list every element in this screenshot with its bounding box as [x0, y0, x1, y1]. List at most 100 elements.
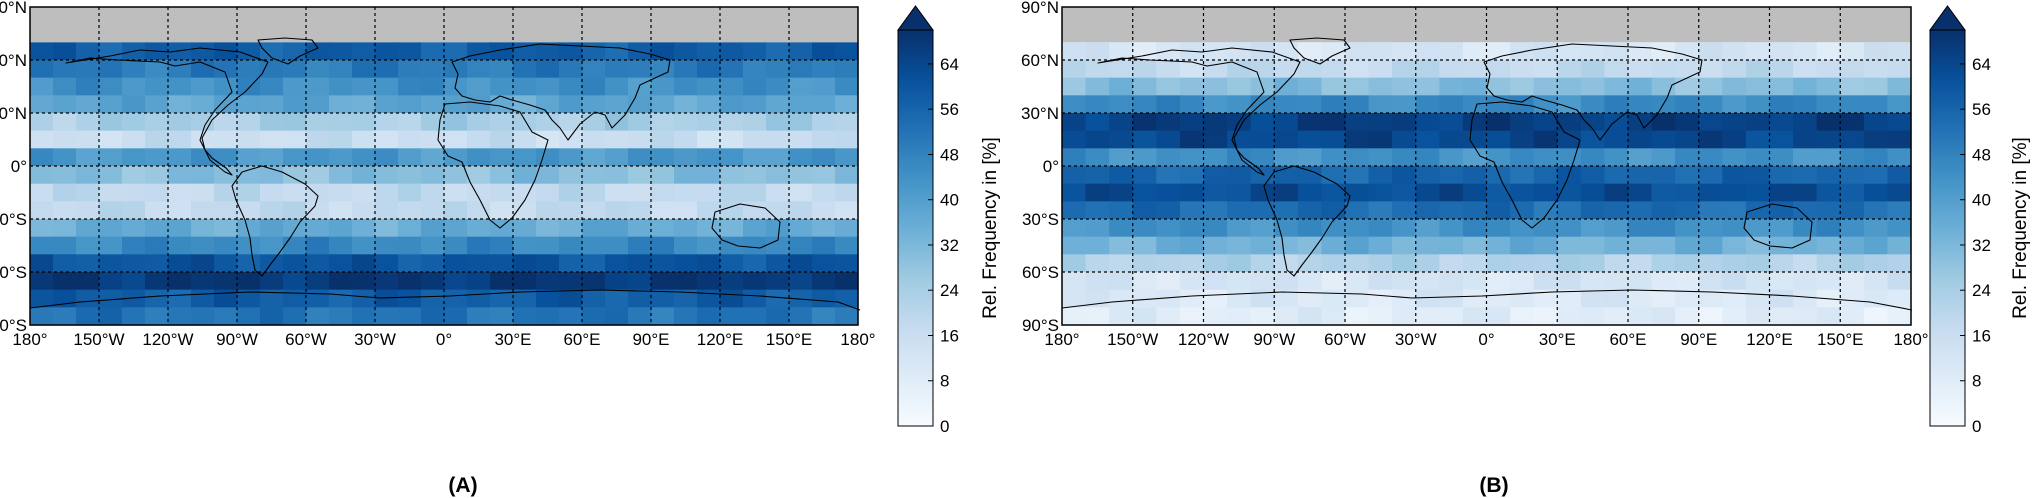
heatmap-cell	[605, 148, 629, 167]
heatmap-cell	[99, 201, 123, 220]
heatmap-cell	[1392, 113, 1417, 132]
heatmap-cell	[30, 307, 54, 326]
heatmap-cell	[467, 183, 491, 202]
heatmap-cell	[1887, 166, 1912, 185]
heatmap-cell	[766, 183, 790, 202]
heatmap-cell	[1651, 236, 1676, 255]
y-tick-label: 60°S	[1022, 263, 1059, 282]
heatmap-cell	[1203, 95, 1228, 114]
colorbar-tick-label: 16	[940, 326, 959, 345]
heatmap-cell	[1698, 42, 1723, 61]
heatmap-cell	[1769, 201, 1794, 220]
heatmap-cell	[697, 148, 721, 167]
heatmap-cell	[789, 95, 813, 114]
colorbar-tick-label: 56	[940, 100, 959, 119]
heatmap-cell	[1510, 254, 1535, 273]
heatmap-cell	[1062, 113, 1087, 132]
heatmap-cell	[1793, 42, 1818, 61]
no-data-region	[30, 7, 858, 43]
heatmap-cell	[651, 272, 675, 291]
heatmap-cell	[1722, 77, 1747, 96]
heatmap-cell	[651, 219, 675, 238]
heatmap-cell	[1179, 148, 1205, 167]
heatmap-cell	[1321, 272, 1346, 291]
heatmap-cell	[122, 130, 146, 149]
heatmap-cell	[720, 272, 744, 291]
heatmap-cell	[720, 60, 744, 79]
heatmap-cell	[1156, 130, 1181, 149]
heatmap-cell	[191, 307, 215, 326]
heatmap-cell	[1557, 307, 1582, 326]
heatmap-cell	[1816, 95, 1841, 114]
heatmap-cell	[835, 60, 859, 79]
heatmap-cell	[1321, 60, 1346, 79]
heatmap-cell	[605, 77, 629, 96]
heatmap-cell	[582, 219, 606, 238]
heatmap-cell	[720, 183, 744, 202]
heatmap-cell	[99, 95, 123, 114]
heatmap-cell	[1250, 60, 1275, 79]
heatmap-cell	[1863, 60, 1889, 79]
heatmap-cell	[812, 77, 836, 96]
heatmap-cell	[697, 113, 721, 132]
x-tick-label: 30°W	[1395, 330, 1437, 349]
heatmap-cell	[789, 130, 813, 149]
heatmap-cell	[628, 166, 652, 185]
heatmap-cell	[720, 254, 744, 273]
heatmap-cell	[375, 219, 399, 238]
heatmap-cell	[1722, 201, 1747, 220]
heatmap-cell	[1510, 201, 1535, 220]
heatmap-cell	[1274, 254, 1299, 273]
heatmap-cell	[1179, 201, 1205, 220]
heatmap-cell	[260, 236, 284, 255]
heatmap-cell	[1368, 95, 1393, 114]
heatmap-cell	[1321, 77, 1346, 96]
heatmap-cell	[674, 254, 698, 273]
heatmap-cell	[1486, 166, 1511, 185]
heatmap-cell	[76, 77, 100, 96]
heatmap-cell	[214, 307, 238, 326]
heatmap-cell	[191, 236, 215, 255]
y-tick-label: 90°S	[0, 316, 27, 335]
heatmap-cell	[1392, 236, 1417, 255]
x-tick-label: 90°W	[216, 330, 258, 349]
heatmap-cell	[122, 166, 146, 185]
heatmap-cell	[1439, 307, 1464, 326]
africa-outline	[1469, 101, 1581, 229]
heatmap-cell	[1510, 148, 1535, 167]
heatmap-cell	[1745, 60, 1771, 79]
heatmap-cell	[1628, 148, 1653, 167]
heatmap-cell	[743, 219, 767, 238]
heatmap-cell	[214, 60, 238, 79]
heatmap-cell	[1132, 148, 1157, 167]
heatmap-cell	[582, 42, 606, 61]
heatmap-cell	[283, 95, 307, 114]
heatmap-cell	[1628, 166, 1653, 185]
heatmap-cell	[1887, 60, 1912, 79]
heatmap-cell	[1580, 272, 1606, 291]
heatmap-cell	[53, 42, 77, 61]
heatmap-cell	[122, 77, 146, 96]
heatmap-cell	[789, 113, 813, 132]
heatmap-cell	[513, 307, 537, 326]
heatmap-cell	[375, 42, 399, 61]
heatmap-cell	[1392, 183, 1417, 202]
heatmap-cell	[30, 272, 54, 291]
heatmap-cell	[1557, 236, 1582, 255]
heatmap-cell	[214, 236, 238, 255]
heatmap-cell	[1062, 307, 1087, 326]
heatmap-cell	[1062, 289, 1087, 308]
heatmap-cell	[398, 130, 422, 149]
heatmap-cell	[237, 42, 261, 61]
y-tick-label: 0°	[1043, 157, 1059, 176]
heatmap-cell	[329, 166, 353, 185]
heatmap-cell	[1675, 307, 1700, 326]
heatmap-cell	[1345, 183, 1370, 202]
heatmap-cell	[1651, 254, 1676, 273]
heatmap-cell	[306, 183, 330, 202]
heatmap-cell	[1580, 60, 1606, 79]
heatmap-cell	[1769, 113, 1794, 132]
heatmap-cell	[1840, 219, 1865, 238]
y-tick-label: 0°	[11, 157, 27, 176]
heatmap-cell	[1533, 166, 1558, 185]
